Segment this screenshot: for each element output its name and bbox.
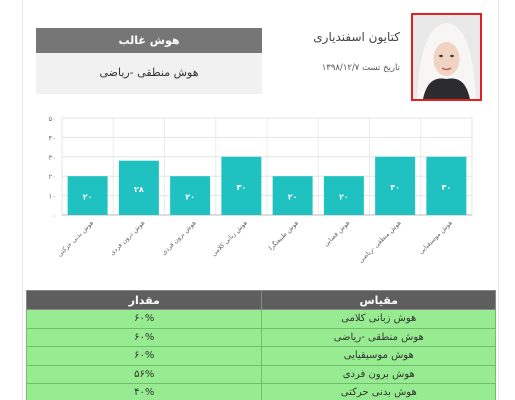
- table-row: ۴۰% هوش بدنی حرکتی: [25, 383, 496, 400]
- x-tick-label: هوش درون فردی: [109, 219, 146, 256]
- cell-value: ۶۰%: [25, 327, 263, 347]
- cell-value: ۵۶%: [25, 364, 263, 384]
- bar-value-label: ۳۰: [390, 183, 400, 192]
- table-row: ۶۰% هوش موسیقیایی: [25, 346, 496, 366]
- bar: [221, 156, 262, 215]
- y-tick-label: ۰: [52, 212, 56, 220]
- bar-value-label: ۳۰: [441, 183, 451, 192]
- y-tick-label: ۲۰: [48, 173, 56, 181]
- x-tick-label: هوش برون فردی: [161, 219, 198, 256]
- dominant-intelligence-box: هوش غالب هوش منطقی -ریاضی: [36, 28, 262, 94]
- table-header-row: مقدار مقیاس: [25, 290, 496, 310]
- bar-value-label: ۲۰: [339, 193, 349, 202]
- profile-photo: [411, 13, 482, 101]
- bar-value-label: ۲۰: [83, 193, 93, 202]
- x-tick-label: هوش فضایی: [323, 219, 352, 248]
- bar: [323, 176, 364, 215]
- dominant-intelligence-value: هوش منطقی -ریاضی: [99, 66, 199, 79]
- y-tick-label: ۱۰: [48, 193, 56, 201]
- bar: [118, 160, 159, 215]
- bar-value-label: ۲۰: [185, 193, 195, 202]
- cell-value: ۴۰%: [25, 383, 263, 400]
- bar: [375, 156, 416, 215]
- y-tick-label: ۴۰: [48, 134, 56, 142]
- column-header-value: مقدار: [25, 290, 263, 310]
- cell-scale: هوش برون فردی: [261, 364, 496, 384]
- bar: [272, 176, 313, 215]
- y-tick-label: ۵۰: [48, 115, 56, 123]
- cell-scale: هوش بدنی حرکتی: [261, 383, 496, 400]
- x-tick-label: هوش موسیقیایی: [418, 219, 454, 255]
- bar: [170, 176, 211, 215]
- dominant-intelligence-heading: هوش غالب: [36, 28, 262, 53]
- bar: [426, 156, 467, 215]
- cell-scale: هوش منطقی -ریاضی: [261, 327, 496, 347]
- table-row: ۵۶% هوش برون فردی: [25, 364, 496, 384]
- table-row: ۶۰% هوش منطقی -ریاضی: [25, 327, 496, 347]
- y-tick-label: ۳۰: [48, 154, 56, 162]
- x-tick-label: هوش طبیعتگرا: [267, 219, 300, 252]
- results-table: مقدار مقیاس ۶۰% هوش زبانی کلامی ۶۰% هوش …: [25, 290, 496, 400]
- intelligence-bar-chart: ۰ ۱۰ ۲۰ ۳۰ ۴۰ ۵۰ ۲۰ هوش بدنی حرکتی ۲۸ هوش درون فر…: [48, 115, 473, 265]
- cell-value: ۶۰%: [25, 346, 263, 366]
- table-row: ۶۰% هوش زبانی کلامی: [25, 309, 496, 329]
- cell-value: ۶۰%: [25, 309, 263, 329]
- bar-value-label: ۳۰: [236, 183, 246, 192]
- test-date: تاریخ تست ۱۳۹۸/۱۲/۷: [321, 63, 400, 73]
- cell-scale: هوش زبانی کلامی: [261, 309, 496, 329]
- avatar-image: [413, 15, 480, 99]
- bar: [67, 176, 108, 215]
- bar-value-label: ۲۸: [134, 185, 144, 194]
- column-header-scale: مقیاس: [261, 290, 496, 310]
- cell-scale: هوش موسیقیایی: [261, 346, 496, 366]
- x-tick-label: هوش منطقی -ریاضی: [357, 219, 402, 264]
- x-tick-label: هوش زبانی کلامی: [210, 219, 248, 257]
- student-name: کتایون اسفندیاری: [313, 30, 400, 44]
- bar-value-label: ۲۰: [288, 193, 298, 202]
- x-tick-label: هوش بدنی حرکتی: [56, 219, 95, 258]
